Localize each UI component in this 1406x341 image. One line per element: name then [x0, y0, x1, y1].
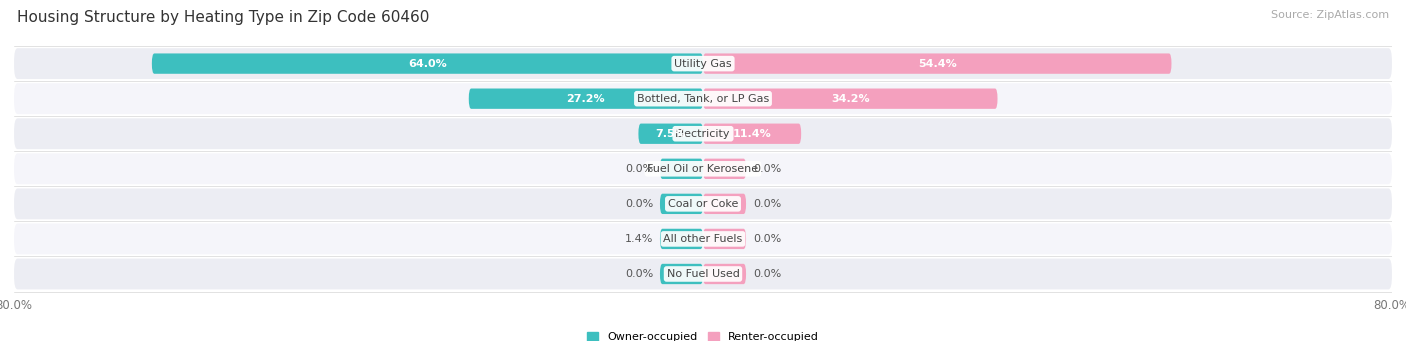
- Text: All other Fuels: All other Fuels: [664, 234, 742, 244]
- FancyBboxPatch shape: [14, 223, 1392, 254]
- Legend: Owner-occupied, Renter-occupied: Owner-occupied, Renter-occupied: [586, 332, 820, 341]
- FancyBboxPatch shape: [659, 264, 703, 284]
- FancyBboxPatch shape: [703, 123, 801, 144]
- FancyBboxPatch shape: [703, 229, 747, 249]
- Text: Utility Gas: Utility Gas: [675, 59, 731, 69]
- Text: No Fuel Used: No Fuel Used: [666, 269, 740, 279]
- Text: Bottled, Tank, or LP Gas: Bottled, Tank, or LP Gas: [637, 94, 769, 104]
- FancyBboxPatch shape: [14, 48, 1392, 79]
- Text: 0.0%: 0.0%: [754, 269, 782, 279]
- Text: 0.0%: 0.0%: [754, 234, 782, 244]
- FancyBboxPatch shape: [14, 83, 1392, 114]
- FancyBboxPatch shape: [659, 229, 703, 249]
- FancyBboxPatch shape: [468, 89, 703, 109]
- Text: 34.2%: 34.2%: [831, 94, 869, 104]
- Text: Source: ZipAtlas.com: Source: ZipAtlas.com: [1271, 10, 1389, 20]
- FancyBboxPatch shape: [703, 264, 747, 284]
- FancyBboxPatch shape: [703, 194, 747, 214]
- Text: Electricity: Electricity: [675, 129, 731, 139]
- Text: 0.0%: 0.0%: [754, 199, 782, 209]
- Text: 1.4%: 1.4%: [624, 234, 652, 244]
- Text: 0.0%: 0.0%: [624, 199, 652, 209]
- Text: 27.2%: 27.2%: [567, 94, 605, 104]
- FancyBboxPatch shape: [14, 258, 1392, 290]
- FancyBboxPatch shape: [659, 194, 703, 214]
- FancyBboxPatch shape: [703, 159, 747, 179]
- Text: 7.5%: 7.5%: [655, 129, 686, 139]
- Text: 0.0%: 0.0%: [624, 269, 652, 279]
- Text: 11.4%: 11.4%: [733, 129, 772, 139]
- FancyBboxPatch shape: [638, 123, 703, 144]
- Text: 0.0%: 0.0%: [624, 164, 652, 174]
- FancyBboxPatch shape: [14, 189, 1392, 219]
- FancyBboxPatch shape: [703, 89, 997, 109]
- Text: 64.0%: 64.0%: [408, 59, 447, 69]
- Text: 0.0%: 0.0%: [754, 164, 782, 174]
- Text: Housing Structure by Heating Type in Zip Code 60460: Housing Structure by Heating Type in Zip…: [17, 10, 429, 25]
- FancyBboxPatch shape: [659, 159, 703, 179]
- Text: 54.4%: 54.4%: [918, 59, 956, 69]
- FancyBboxPatch shape: [14, 118, 1392, 149]
- Text: Fuel Oil or Kerosene: Fuel Oil or Kerosene: [647, 164, 759, 174]
- Text: Coal or Coke: Coal or Coke: [668, 199, 738, 209]
- FancyBboxPatch shape: [14, 153, 1392, 184]
- FancyBboxPatch shape: [152, 54, 703, 74]
- FancyBboxPatch shape: [703, 54, 1171, 74]
